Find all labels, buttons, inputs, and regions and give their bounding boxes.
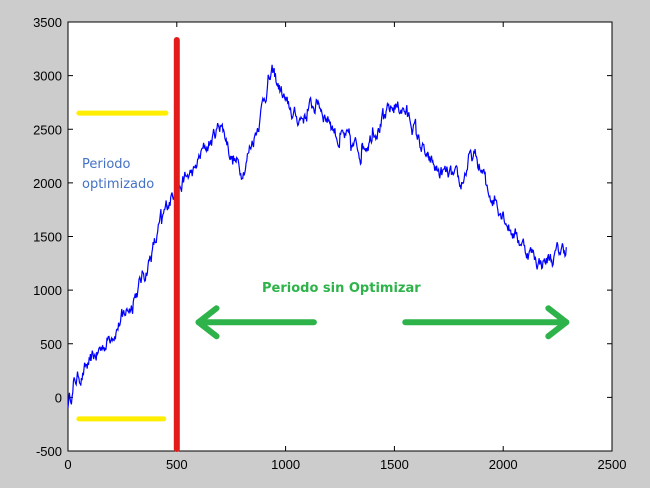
marker-layer (76, 37, 570, 452)
annotation-periodo-sin-optimizar: Periodo sin Optimizar (262, 281, 421, 296)
y-tick-label: 0 (55, 390, 62, 405)
y-tick-label: 3500 (33, 15, 62, 30)
y-tick-label: 2500 (33, 122, 62, 137)
x-tick-label: 1000 (271, 457, 300, 472)
series-layer (67, 64, 567, 408)
green-arrow-right (402, 305, 570, 340)
series-line-0 (67, 64, 567, 408)
x-tick-label: 0 (64, 457, 71, 472)
arrow-head (195, 305, 220, 340)
y-tick-label: 1500 (33, 230, 62, 245)
y-tick-label: 500 (40, 337, 62, 352)
x-tick-label: 2500 (598, 457, 627, 472)
plot-area (67, 21, 613, 452)
green-arrow-left (195, 305, 317, 340)
annotation-periodo-optimizado-line2: optimizado (82, 177, 154, 192)
x-axis: 0 500 1000 1500 2000 2500 (64, 22, 626, 472)
x-tick-label: 2000 (489, 457, 518, 472)
x-tick-label: 1500 (380, 457, 409, 472)
x-tick-label: 500 (166, 457, 188, 472)
y-tick-label: -500 (36, 444, 62, 459)
y-tick-label: 1000 (33, 283, 62, 298)
y-axis: -500 0 500 1000 1500 2000 2500 3000 3500 (33, 15, 612, 459)
arrow-head (545, 305, 570, 340)
y-tick-label: 2000 (33, 176, 62, 191)
y-tick-label: 3000 (33, 69, 62, 84)
annotation-periodo-optimizado-line1: Periodo (82, 157, 131, 172)
